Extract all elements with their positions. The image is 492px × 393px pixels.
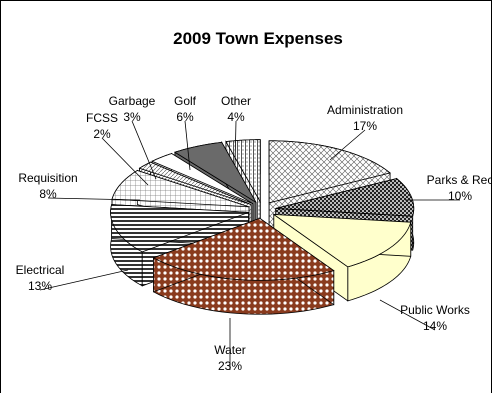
- slice-label-name-golf: Golf: [174, 94, 197, 108]
- slice-label-percent-fcss: 2%: [93, 127, 111, 141]
- slice-label-percent-administration: 17%: [353, 119, 377, 133]
- leader-line-golf: [184, 120, 191, 171]
- slice-label-percent-water: 23%: [218, 359, 242, 373]
- leader-line-requisition: [47, 197, 141, 201]
- slices-layer: [110, 139, 415, 315]
- pie-slice-top: [152, 217, 335, 281]
- pie-slice-top: [151, 153, 253, 205]
- slice-label-name-fcss: FCSS: [86, 111, 118, 125]
- slice-label-name-water: Water: [214, 343, 246, 357]
- slice-label-name-electrical: Electrical: [16, 263, 65, 277]
- leader-line-public-works: [379, 299, 436, 331]
- frame-left-border: [0, 0, 1, 393]
- pie-slice-top: [225, 139, 261, 204]
- chart-title: 2009 Town Expenses: [173, 29, 343, 48]
- pie-slice-top: [111, 170, 250, 208]
- leader-lines-layer: [39, 120, 460, 370]
- pie-slice-top: [275, 178, 415, 217]
- slice-label-percent-garbage: 3%: [123, 110, 141, 124]
- slice-label-name-parks-rec: Parks & Rec: [427, 173, 492, 187]
- leader-line-garbage: [131, 120, 157, 180]
- pie-slice-top: [268, 140, 391, 204]
- pie-slice-top: [272, 214, 412, 268]
- slice-label-percent-requisition: 8%: [39, 187, 57, 201]
- leader-line-fcss: [101, 137, 149, 186]
- leader-line-electrical: [39, 269, 129, 291]
- slice-label-percent-electrical: 13%: [28, 279, 52, 293]
- slice-label-name-requisition: Requisition: [18, 171, 77, 185]
- frame-top-border: [0, 0, 492, 1]
- leader-line-administration: [329, 129, 366, 161]
- labels-layer: Administration 17% Parks & Rec 10% Public Wo…: [16, 94, 492, 373]
- slice-label-name-other: Other: [221, 94, 251, 108]
- slice-label-percent-parks-rec: 10%: [448, 189, 472, 203]
- pie-slice-water: [152, 217, 335, 315]
- slice-label-percent-public-works: 14%: [423, 319, 447, 333]
- slice-label-name-public-works: Public Works: [400, 303, 470, 317]
- slice-label-percent-golf: 6%: [176, 110, 194, 124]
- leader-line-other: [234, 120, 237, 166]
- pie-slice-top: [110, 204, 249, 253]
- pie-slice-top: [173, 141, 257, 203]
- slice-label-percent-other: 4%: [227, 110, 245, 124]
- slice-label-name-administration: Administration: [327, 103, 403, 117]
- slice-label-name-garbage: Garbage: [109, 94, 156, 108]
